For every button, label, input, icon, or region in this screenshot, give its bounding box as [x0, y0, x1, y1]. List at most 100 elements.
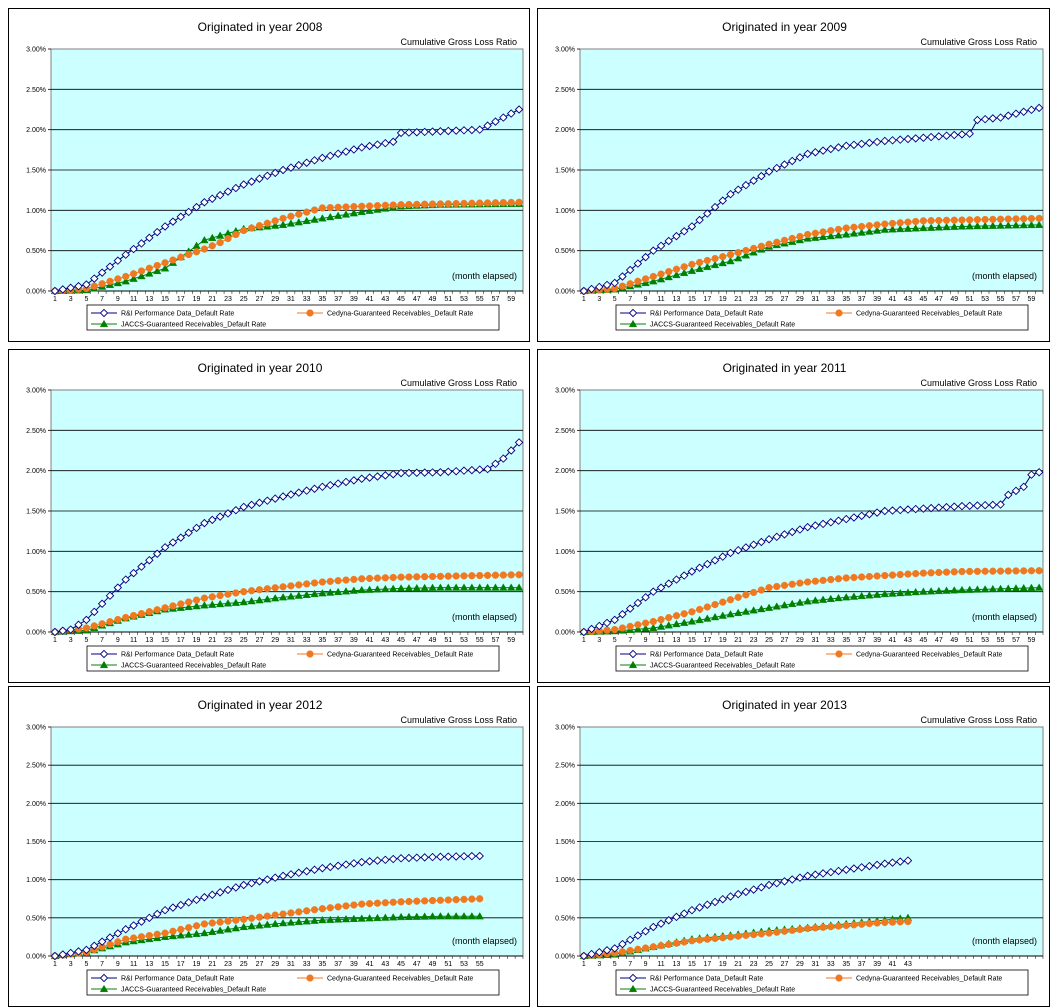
data-point	[579, 951, 589, 961]
data-point	[342, 902, 350, 910]
data-point	[641, 252, 650, 262]
data-point	[294, 160, 304, 170]
data-point	[405, 200, 413, 209]
legend-label: JACCS-Guaranteed Receivables_Default Rat…	[650, 663, 795, 670]
data-point	[965, 222, 974, 230]
data-point	[603, 626, 611, 634]
x-tick-label: 53	[460, 637, 468, 644]
data-point	[795, 873, 805, 882]
x-tick-label: 5	[613, 296, 617, 303]
legend: R&I Performance Data_Default Rate Cedyna-…	[615, 304, 1029, 331]
data-point	[710, 202, 720, 212]
legend-marker	[628, 984, 638, 993]
axis-note: (month elapsed)	[972, 271, 1037, 281]
data-point	[468, 572, 476, 580]
data-point	[428, 852, 437, 862]
data-point	[780, 530, 789, 539]
data-point	[741, 543, 751, 552]
data-point	[137, 271, 146, 280]
data-point	[248, 914, 256, 922]
data-point	[153, 266, 162, 275]
x-tick-label: 41	[889, 961, 897, 968]
data-point	[279, 214, 287, 223]
data-point	[153, 261, 161, 270]
data-point	[641, 593, 650, 602]
x-tick-label: 5	[613, 637, 617, 644]
data-point	[255, 222, 264, 230]
data-point	[428, 583, 437, 591]
data-point	[208, 242, 216, 250]
data-point	[192, 895, 201, 905]
legend-label: R&I Performance Data_Default Rate	[650, 311, 763, 318]
data-point	[294, 218, 303, 226]
data-point	[467, 912, 477, 920]
legend-label: Cedyna-Guaranteed Receivables_Default Ra…	[856, 652, 1002, 659]
data-point	[811, 233, 820, 241]
data-point	[1004, 490, 1013, 500]
data-point	[412, 912, 421, 920]
data-point	[872, 137, 882, 147]
data-point	[278, 593, 288, 601]
data-point	[184, 930, 193, 938]
data-point	[129, 270, 138, 278]
data-point	[966, 216, 974, 224]
legend-marker	[835, 309, 843, 317]
data-point	[145, 913, 154, 923]
data-point	[656, 622, 666, 630]
x-tick-label: 37	[334, 296, 342, 303]
data-point	[1019, 220, 1028, 229]
chart-panel: Originated in year 2013 Cumulative Gross …	[537, 686, 1050, 1007]
data-point	[1034, 220, 1044, 228]
data-point	[50, 627, 60, 637]
data-point	[942, 586, 951, 594]
data-point	[818, 519, 828, 529]
data-point	[865, 227, 874, 235]
data-point	[788, 599, 797, 607]
data-point	[749, 176, 758, 185]
data-point	[160, 222, 170, 231]
axis-note: (month elapsed)	[972, 612, 1037, 622]
data-point	[90, 274, 99, 283]
data-point	[452, 572, 460, 580]
data-point	[349, 859, 359, 868]
data-point	[231, 924, 241, 932]
data-point	[965, 501, 974, 511]
x-tick-label: 39	[873, 296, 881, 303]
data-point	[695, 215, 704, 225]
data-point	[665, 940, 673, 948]
y-tick-label: 1.50%	[555, 839, 575, 846]
data-point	[881, 220, 889, 228]
data-point	[957, 585, 967, 594]
data-point	[888, 589, 897, 597]
data-point	[506, 109, 516, 118]
data-point	[656, 919, 666, 928]
data-point	[696, 605, 704, 614]
x-tick-label: 21	[208, 296, 216, 303]
data-point	[602, 618, 612, 628]
data-point	[911, 504, 920, 514]
data-point	[919, 223, 928, 232]
data-point	[980, 585, 990, 593]
x-tick-label: 55	[476, 637, 484, 644]
x-tick-label: 27	[781, 296, 789, 303]
y-tick-label: 0.50%	[555, 589, 575, 596]
x-tick-label: 21	[734, 296, 742, 303]
data-point	[734, 254, 743, 262]
series-2	[579, 220, 1044, 295]
data-point	[625, 265, 635, 275]
legend-marker	[99, 308, 109, 318]
y-tick-label: 0.50%	[26, 248, 46, 255]
chart-panel: Originated in year 2009 Cumulative Gross …	[537, 8, 1050, 342]
x-tick-label: 7	[100, 637, 104, 644]
data-point	[1004, 221, 1013, 229]
data-point	[811, 870, 820, 879]
data-point	[169, 927, 177, 935]
x-tick-label: 5	[84, 961, 88, 968]
data-point	[750, 244, 758, 253]
x-tick-label: 23	[750, 637, 758, 644]
data-point	[318, 915, 327, 924]
data-point	[811, 148, 820, 157]
x-tick-label: 55	[997, 296, 1005, 303]
data-point	[90, 941, 99, 951]
data-point	[388, 137, 398, 147]
